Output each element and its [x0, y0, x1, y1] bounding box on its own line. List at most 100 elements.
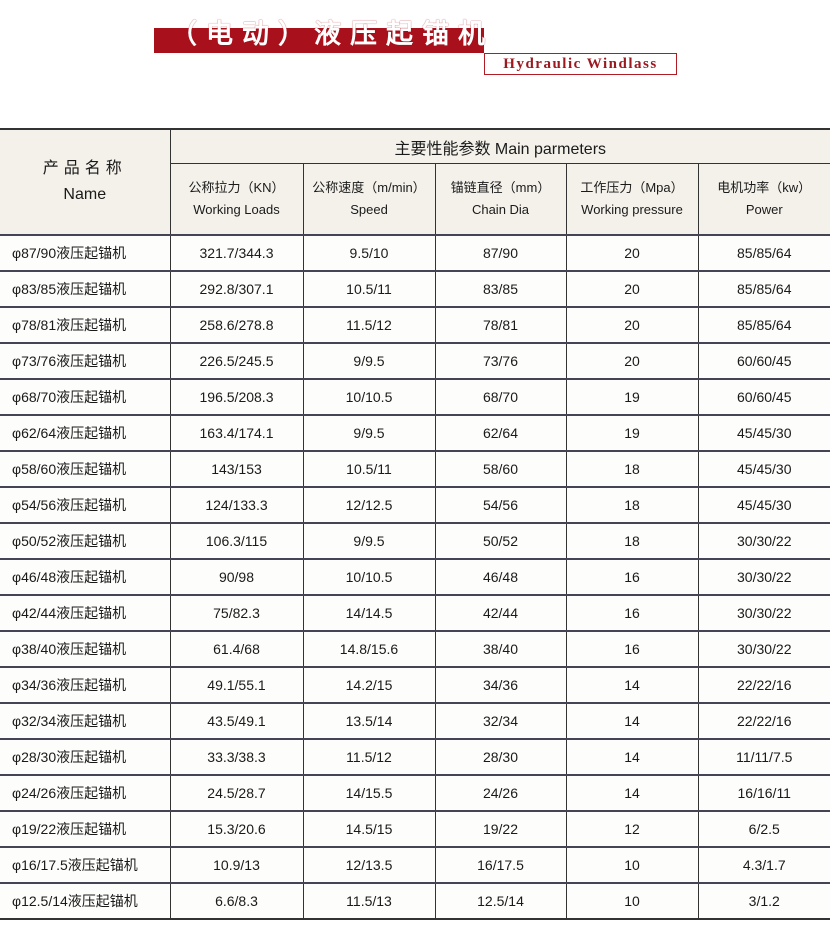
column-header: 锚链直径（mm） Chain Dia [434, 163, 567, 236]
value-cell: 10 [565, 882, 699, 920]
value-cell: 22/22/16 [697, 702, 830, 740]
column-header-cn: 公称速度（m/min） [312, 180, 426, 195]
model-name-cell: φ28/30液压起锚机 [0, 738, 171, 776]
value-cell: 12/12.5 [302, 486, 436, 524]
table-row: φ12.5/14液压起锚机 6.6/8.3 11.5/13 12.5/14 10 3/1.… [0, 882, 830, 920]
value-cell: 14.5/15 [302, 810, 436, 848]
value-cell: 19/22 [434, 810, 567, 848]
value-cell: 45/45/30 [697, 450, 830, 488]
model-name-cell: φ38/40液压起锚机 [0, 630, 171, 668]
value-cell: 50/52 [434, 522, 567, 560]
value-cell: 42/44 [434, 594, 567, 632]
group-header: 主要性能参数 Main parmeters [169, 128, 830, 164]
value-cell: 24.5/28.7 [169, 774, 304, 812]
table-row: φ50/52液压起锚机 106.3/115 9/9.5 50/52 18 30/30/22 [0, 522, 830, 560]
value-cell: 14 [565, 702, 699, 740]
model-name-cell: φ58/60液压起锚机 [0, 450, 171, 488]
model-name-cell: φ50/52液压起锚机 [0, 522, 171, 560]
column-header-en: Chain Dia [471, 202, 530, 217]
name-header-cn: 产品名称 [42, 160, 127, 177]
value-cell: 15.3/20.6 [169, 810, 304, 848]
value-cell: 226.5/245.5 [169, 342, 304, 380]
value-cell: 14/14.5 [302, 594, 436, 632]
value-cell: 9/9.5 [302, 342, 436, 380]
value-cell: 85/85/64 [697, 234, 830, 272]
value-cell: 33.3/38.3 [169, 738, 304, 776]
value-cell: 16 [565, 630, 699, 668]
column-header-cn: 电机功率（kw） [717, 180, 812, 195]
value-cell: 124/133.3 [169, 486, 304, 524]
model-name-cell: φ42/44液压起锚机 [0, 594, 171, 632]
value-cell: 13.5/14 [302, 702, 436, 740]
table-row: φ28/30液压起锚机 33.3/38.3 11.5/12 28/30 14 11/11/… [0, 738, 830, 776]
value-cell: 9/9.5 [302, 414, 436, 452]
table-row: φ87/90液压起锚机 321.7/344.3 9.5/10 87/90 20 85/85… [0, 234, 830, 272]
column-header-cn: 锚链直径（mm） [450, 180, 551, 195]
table-row: φ58/60液压起锚机 143/153 10.5/11 58/60 18 45/45/30 [0, 450, 830, 488]
value-cell: 16 [565, 594, 699, 632]
value-cell: 12/13.5 [302, 846, 436, 884]
table-row: φ73/76液压起锚机 226.5/245.5 9/9.5 73/76 20 60/60/… [0, 342, 830, 380]
table-row: φ19/22液压起锚机 15.3/20.6 14.5/15 19/22 12 6/2.5 [0, 810, 830, 848]
model-name-cell: φ32/34液压起锚机 [0, 702, 171, 740]
value-cell: 6.6/8.3 [169, 882, 304, 920]
value-cell: 49.1/55.1 [169, 666, 304, 704]
table-row: φ46/48液压起锚机 90/98 10/10.5 46/48 16 30/30/22 [0, 558, 830, 596]
value-cell: 85/85/64 [697, 306, 830, 344]
value-cell: 12.5/14 [434, 882, 567, 920]
value-cell: 16/17.5 [434, 846, 567, 884]
value-cell: 10.9/13 [169, 846, 304, 884]
table-row: φ54/56液压起锚机 124/133.3 12/12.5 54/56 18 45/45/… [0, 486, 830, 524]
value-cell: 16/16/11 [697, 774, 830, 812]
value-cell: 85/85/64 [697, 270, 830, 308]
model-name-cell: φ24/26液压起锚机 [0, 774, 171, 812]
column-header-cn: 工作压力（Mpa） [580, 180, 684, 195]
table-row: φ68/70液压起锚机 196.5/208.3 10/10.5 68/70 19 60/6… [0, 378, 830, 416]
column-header-en: Speed [350, 202, 388, 217]
value-cell: 11/11/7.5 [697, 738, 830, 776]
model-name-cell: φ19/22液压起锚机 [0, 810, 171, 848]
value-cell: 10.5/11 [302, 450, 436, 488]
value-cell: 14.2/15 [302, 666, 436, 704]
model-name-cell: φ73/76液压起锚机 [0, 342, 171, 380]
value-cell: 9/9.5 [302, 522, 436, 560]
model-name-cell: φ16/17.5液压起锚机 [0, 846, 171, 884]
value-cell: 60/60/45 [697, 342, 830, 380]
column-header-en: Power [745, 202, 783, 217]
table-row: φ32/34液压起锚机 43.5/49.1 13.5/14 32/34 14 22/22/… [0, 702, 830, 740]
value-cell: 19 [565, 378, 699, 416]
value-cell: 43.5/49.1 [169, 702, 304, 740]
value-cell: 3/1.2 [697, 882, 830, 920]
value-cell: 6/2.5 [697, 810, 830, 848]
value-cell: 58/60 [434, 450, 567, 488]
value-cell: 60/60/45 [697, 378, 830, 416]
value-cell: 24/26 [434, 774, 567, 812]
model-name-cell: φ78/81液压起锚机 [0, 306, 171, 344]
title-band [154, 28, 484, 53]
column-header: 公称拉力（KN） Working Loads [170, 163, 304, 236]
model-name-cell: φ46/48液压起锚机 [0, 558, 171, 596]
value-cell: 45/45/30 [697, 486, 830, 524]
value-cell: 18 [565, 522, 699, 560]
model-name-cell: φ12.5/14液压起锚机 [0, 882, 171, 920]
value-cell: 20 [565, 234, 699, 272]
table-row: φ24/26液压起锚机 24.5/28.7 14/15.5 24/26 14 16/16/… [0, 774, 830, 812]
value-cell: 10 [565, 846, 699, 884]
value-cell: 11.5/12 [302, 306, 436, 344]
value-cell: 14 [565, 774, 699, 812]
column-header-en: Working pressure [581, 202, 683, 217]
value-cell: 20 [565, 342, 699, 380]
value-cell: 12 [565, 810, 699, 848]
value-cell: 18 [565, 450, 699, 488]
value-cell: 22/22/16 [697, 666, 830, 704]
value-cell: 32/34 [434, 702, 567, 740]
value-cell: 54/56 [434, 486, 567, 524]
table-row: φ16/17.5液压起锚机 10.9/13 12/13.5 16/17.5 10 4.3/… [0, 846, 830, 884]
name-header-en: Name [63, 186, 107, 203]
table-row: φ62/64液压起锚机 163.4/174.1 9/9.5 62/64 19 45/45/… [0, 414, 830, 452]
table-row: φ83/85液压起锚机 292.8/307.1 10.5/11 83/85 20 85/8… [0, 270, 830, 308]
value-cell: 10/10.5 [302, 378, 436, 416]
value-cell: 45/45/30 [697, 414, 830, 452]
spec-table: 产品名称 Name 主要性能参数 Main parmeters 公称拉力（KN）… [0, 128, 830, 920]
column-header: 工作压力（Mpa） Working pressure [565, 163, 699, 236]
